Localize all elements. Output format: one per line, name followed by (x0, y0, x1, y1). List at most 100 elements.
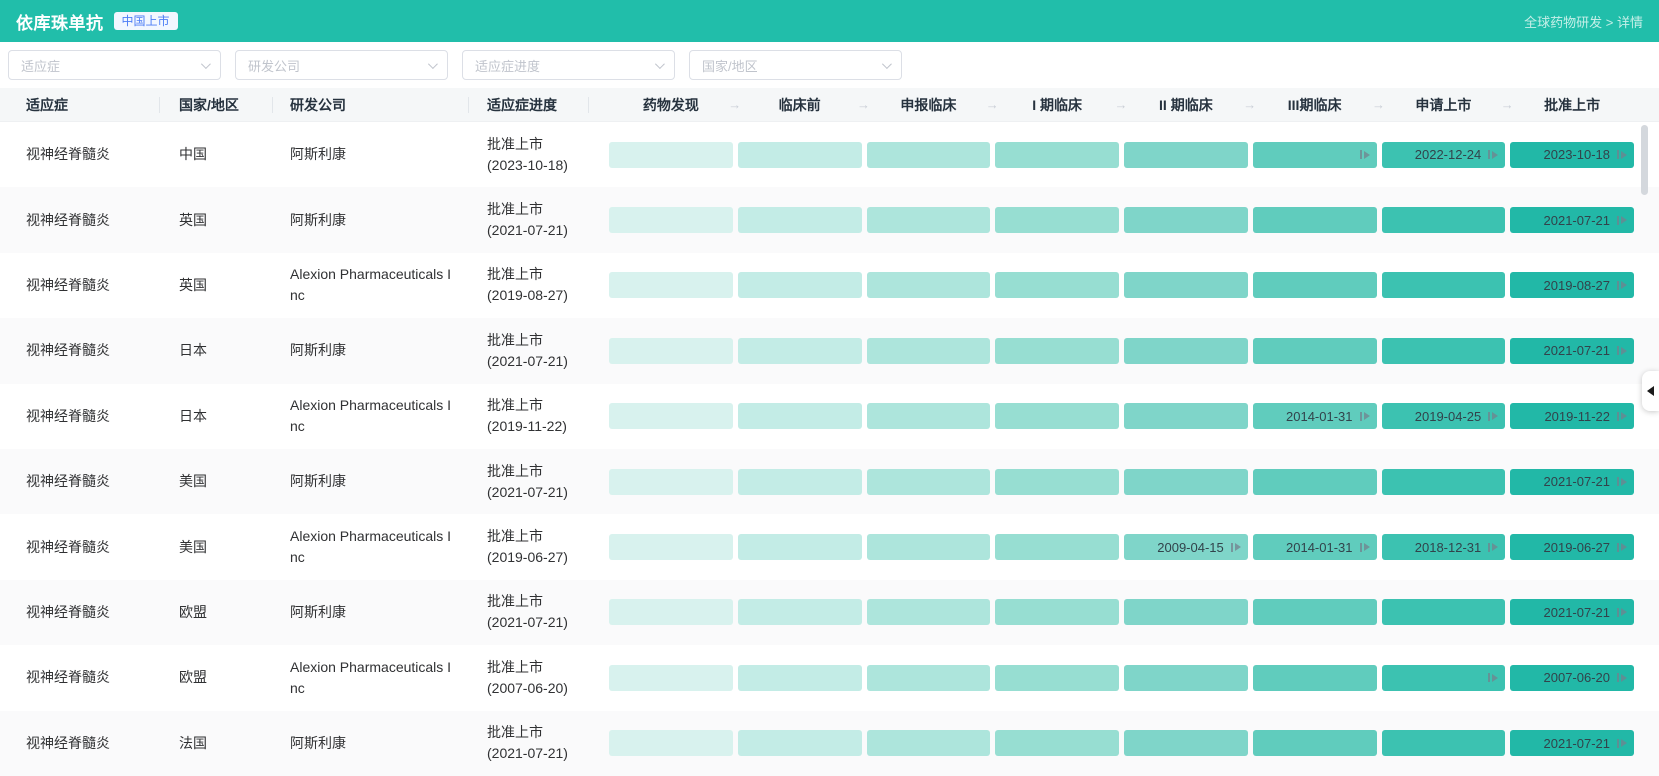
stage-bars: 2009-04-15 2014-01-31 2018-12-31 2019-06-27 (609, 534, 1634, 561)
region-filter-placeholder: 国家/地区 (702, 58, 758, 74)
step-forward-icon (1488, 542, 1499, 552)
progress-stage: 批准上市 (487, 658, 543, 675)
progress-filter-placeholder: 适应症进度 (475, 58, 541, 74)
stage-header-5: → II 期临床 (1115, 95, 1248, 115)
stage-bar-segment[interactable]: 2007-06-20 (1510, 664, 1634, 691)
cell-indication: 视神经脊髓炎 (26, 342, 110, 359)
stage-header-label: 申请上市 (1415, 96, 1472, 113)
stage-bars-wrap: 2021-07-21 (589, 337, 1659, 364)
step-forward-icon (1617, 215, 1627, 225)
progress-filter[interactable]: 适应症进度 (462, 50, 675, 80)
stage-bar-segment[interactable]: 2019-08-27 (1510, 272, 1634, 299)
progress-date: (2021-07-21) (487, 745, 568, 762)
indication-filter[interactable]: 适应症 (8, 50, 221, 80)
stage-bar-segment (866, 403, 991, 430)
triangle-left-icon (1647, 386, 1654, 396)
table-row[interactable]: 视神经脊髓炎 欧盟 阿斯利康 批准上市 (2021-07-21) 2021-07-21 (0, 579, 1659, 646)
company-filter[interactable]: 研发公司 (235, 50, 448, 80)
stage-bar-segment[interactable]: 2021-07-21 (1510, 337, 1634, 364)
milestone-date: 2007-06-20 (1543, 670, 1611, 686)
stage-bar-segment[interactable]: 2014-01-31 (1252, 403, 1377, 430)
app-header: 依库珠单抗 中国上市 全球药物研发 > 详情 (0, 0, 1659, 42)
table-row[interactable]: 视神经脊髓炎 英国 阿斯利康 批准上市 (2021-07-21) 2021-07-21 (0, 187, 1659, 253)
table-row[interactable]: 视神经脊髓炎 日本 阿斯利康 批准上市 (2021-07-21) 2021-07-21 (0, 318, 1659, 384)
stage-bar-segment (995, 207, 1119, 234)
step-forward-icon (1359, 150, 1370, 160)
table-row[interactable]: 视神经脊髓炎 欧盟 Alexion Pharmaceuticals Inc 批准上市 (… (0, 645, 1659, 710)
cell-indication: 视神经脊髓炎 (26, 603, 110, 620)
milestone-date: 2018-12-31 (1414, 539, 1482, 555)
stage-bar-segment (995, 730, 1119, 757)
vertical-scrollbar[interactable] (1641, 125, 1648, 195)
stage-bars: 2019-08-27 (609, 272, 1634, 299)
stage-bar-segment[interactable]: 2021-07-21 (1510, 599, 1634, 626)
stage-bar-segment (609, 664, 733, 691)
breadcrumb[interactable]: 全球药物研发 > 详情 (1524, 14, 1643, 30)
cell-company: 阿斯利康 (290, 734, 346, 751)
stage-bar-segment[interactable]: 2018-12-31 (1381, 534, 1506, 561)
table-row[interactable]: 视神经脊髓炎 中国 阿斯利康 批准上市 (2023-10-18) 2022-12-24 20… (0, 122, 1659, 187)
stage-bar-segment[interactable]: 2009-04-15 (1124, 534, 1248, 561)
table-row[interactable]: 视神经脊髓炎 法国 阿斯利康 批准上市 (2021-07-21) 2021-07-21 (0, 710, 1659, 776)
stage-bar-segment (866, 207, 991, 234)
milestone-date: 2023-10-18 (1543, 147, 1611, 163)
milestone-date: 2019-04-25 (1414, 408, 1482, 424)
cell-indication: 视神经脊髓炎 (26, 669, 110, 686)
cell-indication: 视神经脊髓炎 (26, 473, 110, 490)
drug-title: 依库珠单抗 (16, 13, 104, 33)
stage-bar-segment (1124, 664, 1248, 691)
cell-progress: 批准上市 (2021-07-21) (469, 591, 589, 633)
stage-bar-segment[interactable]: 2019-04-25 (1381, 403, 1506, 430)
progress-stage: 批准上市 (487, 201, 543, 218)
cell-region: 英国 (179, 276, 207, 293)
region-filter[interactable]: 国家/地区 (689, 50, 902, 80)
cell-progress: 批准上市 (2007-06-20) (469, 657, 589, 699)
stage-header-label: III期临床 (1287, 96, 1342, 113)
stage-bar-segment (995, 664, 1119, 691)
filter-bar: 适应症 研发公司 适应症进度 国家/地区 (0, 42, 1659, 88)
stage-bars-wrap: 2007-06-20 (589, 664, 1659, 691)
stage-bar-segment (737, 141, 862, 168)
table-row[interactable]: 视神经脊髓炎 美国 阿斯利康 批准上市 (2021-07-21) 2021-07-21 (0, 448, 1659, 515)
table-row[interactable]: 视神经脊髓炎 日本 Alexion Pharmaceuticals Inc 批准上市 (… (0, 384, 1659, 449)
milestone-date: 2019-08-27 (1543, 277, 1611, 293)
table-row[interactable]: 视神经脊髓炎 英国 Alexion Pharmaceuticals Inc 批准上市 (… (0, 253, 1659, 318)
stage-bars-wrap: 2022-12-24 2023-10-18 (589, 141, 1659, 168)
stage-bar-segment[interactable]: 2021-07-21 (1510, 730, 1634, 757)
stage-bar-segment (866, 141, 991, 168)
stage-bar-segment[interactable]: 2023-10-18 (1510, 141, 1634, 168)
stage-bar-segment (1252, 468, 1377, 495)
stage-bar-segment (1381, 468, 1506, 495)
stage-bar-segment[interactable] (1381, 664, 1506, 691)
stage-bar-segment[interactable]: 2019-11-22 (1510, 403, 1634, 430)
stage-bar-segment (1381, 599, 1506, 626)
stage-bar-segment (737, 534, 862, 561)
cell-region: 日本 (179, 407, 207, 424)
stage-bar-segment (1252, 337, 1377, 364)
stage-arrow-icon: → (1243, 96, 1257, 112)
stage-bar-segment[interactable]: 2021-07-21 (1510, 207, 1634, 234)
table-row[interactable]: 视神经脊髓炎 美国 Alexion Pharmaceuticals Inc 批准上市 (… (0, 514, 1659, 579)
progress-stage: 批准上市 (487, 593, 543, 610)
stage-bar-segment[interactable]: 2014-01-31 (1252, 534, 1377, 561)
stage-bars: 2021-07-21 (609, 337, 1634, 364)
cell-region: 法国 (179, 734, 207, 751)
stage-bar-segment[interactable]: 2022-12-24 (1381, 141, 1506, 168)
collapse-panel-button[interactable] (1642, 371, 1659, 411)
stage-bar-segment (1124, 272, 1248, 299)
stage-header-label: 药物发现 (642, 96, 699, 113)
cell-region: 美国 (179, 538, 207, 555)
stage-bar-segment[interactable]: 2021-07-21 (1510, 468, 1634, 495)
stage-bar-segment[interactable] (1252, 141, 1377, 168)
step-forward-icon (1359, 542, 1370, 552)
chevron-down-icon (427, 58, 438, 69)
stage-bar-segment (609, 468, 733, 495)
cell-progress: 批准上市 (2021-07-21) (469, 461, 589, 503)
stage-bar-segment[interactable]: 2019-06-27 (1510, 534, 1634, 561)
milestone-date: 2019-11-22 (1544, 408, 1610, 424)
milestone-date: 2021-07-21 (1543, 474, 1611, 490)
step-forward-icon (1488, 411, 1499, 421)
stage-arrow-icon: → (1500, 96, 1514, 112)
stage-bar-segment (995, 272, 1119, 299)
